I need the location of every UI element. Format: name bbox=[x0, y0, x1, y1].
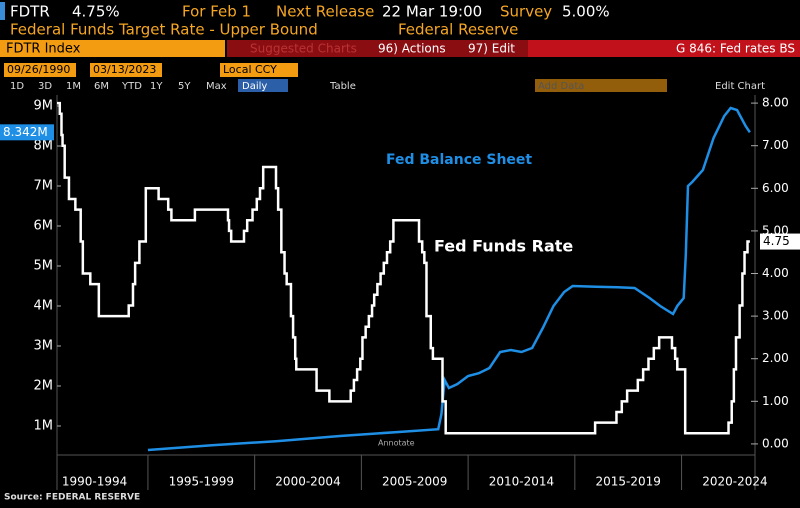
period-button[interactable]: 5Y bbox=[178, 81, 191, 92]
last-value-label: 8.342M bbox=[3, 125, 48, 139]
period-button[interactable]: 6M bbox=[94, 81, 109, 92]
x-tick-label: 2005-2009 bbox=[382, 475, 447, 489]
x-tick-label: 2020-2024 bbox=[702, 475, 767, 489]
frequency[interactable]: Daily bbox=[242, 81, 267, 92]
security-box[interactable] bbox=[0, 40, 225, 57]
source-name: Federal Reserve bbox=[398, 21, 518, 39]
end-date[interactable]: 03/13/2023 bbox=[93, 63, 156, 76]
y2-tick-label: 1.00 bbox=[762, 394, 789, 408]
frequency-box[interactable] bbox=[238, 79, 288, 92]
add-data-box[interactable] bbox=[535, 79, 667, 92]
period-button[interactable]: YTD bbox=[121, 81, 142, 92]
period-button[interactable]: 1Y bbox=[150, 81, 163, 92]
actions[interactable]: 96) Actions bbox=[378, 42, 446, 56]
y-tick-label: 5M bbox=[34, 259, 54, 274]
series-line bbox=[57, 101, 750, 435]
ticker: FDTR bbox=[10, 3, 50, 21]
next-release-label: Next Release bbox=[276, 3, 374, 21]
period-button[interactable]: 3D bbox=[38, 81, 52, 92]
last-value-box bbox=[760, 233, 800, 250]
y2-tick-label: 0.00 bbox=[762, 436, 789, 450]
end-box[interactable] bbox=[90, 63, 162, 77]
ccy-box[interactable] bbox=[220, 63, 298, 77]
x-tick-label: 1990-1994 bbox=[62, 475, 127, 489]
period-button[interactable]: Max bbox=[206, 81, 227, 92]
y2-tick-label: 4.00 bbox=[762, 266, 789, 280]
x-tick-label: 2000-2004 bbox=[275, 475, 340, 489]
y2-tick-label: 7.00 bbox=[762, 138, 789, 152]
annotation: Fed Funds Rate bbox=[434, 237, 573, 256]
y2-tick-label: 6.00 bbox=[762, 181, 789, 195]
y-tick-label: 9M bbox=[34, 99, 54, 114]
add-data[interactable]: Add Data bbox=[538, 81, 584, 92]
start-box[interactable] bbox=[4, 63, 76, 77]
edit-chart[interactable]: Edit Chart bbox=[715, 81, 765, 92]
table[interactable]: Table bbox=[329, 81, 356, 92]
start-date[interactable]: 09/26/1990 bbox=[7, 63, 70, 76]
y-tick-label: 1M bbox=[34, 419, 54, 434]
y2-tick-label: 2.00 bbox=[762, 351, 789, 365]
y-tick-label: 2M bbox=[34, 379, 54, 394]
annotation: Fed Balance Sheet bbox=[386, 152, 532, 168]
security[interactable]: FDTR Index bbox=[6, 42, 81, 57]
last-value-box bbox=[0, 124, 54, 141]
y-tick-label: 8M bbox=[34, 139, 54, 154]
last: 4.75% bbox=[72, 3, 120, 21]
y-tick-label: 4M bbox=[34, 299, 54, 314]
suggested[interactable]: Suggested Charts bbox=[250, 42, 357, 56]
x-tick-label: 2015-2019 bbox=[595, 475, 660, 489]
footer: Source: FEDERAL RESERVE bbox=[4, 493, 140, 503]
chart-id-box bbox=[528, 40, 800, 57]
y-tick-label: 6M bbox=[34, 219, 54, 234]
y-tick-label: 3M bbox=[34, 339, 54, 354]
next-release: 22 Mar 19:00 bbox=[382, 3, 482, 21]
x-tick-label: 2010-2014 bbox=[489, 475, 554, 489]
y-tick-label: 7M bbox=[34, 179, 54, 194]
y2-tick-label: 3.00 bbox=[762, 309, 789, 323]
for-date: For Feb 1 bbox=[182, 3, 251, 21]
survey: 5.00% bbox=[562, 3, 610, 21]
period-button[interactable]: 1M bbox=[66, 81, 81, 92]
description: Federal Funds Target Rate - Upper Bound bbox=[10, 21, 318, 39]
annotate[interactable]: Annotate bbox=[378, 439, 415, 448]
last-value-label: 4.75 bbox=[763, 234, 790, 248]
edit[interactable]: 97) Edit bbox=[468, 42, 515, 56]
chart-id: G 846: Fed rates BS bbox=[676, 42, 795, 56]
survey-label: Survey bbox=[500, 3, 552, 21]
y2-tick-label: 8.00 bbox=[762, 96, 789, 110]
marker bbox=[0, 2, 5, 20]
period-button[interactable]: 1D bbox=[10, 81, 24, 92]
currency[interactable]: Local CCY bbox=[223, 63, 277, 76]
x-tick-label: 1995-1999 bbox=[169, 475, 234, 489]
series-line bbox=[147, 106, 751, 452]
